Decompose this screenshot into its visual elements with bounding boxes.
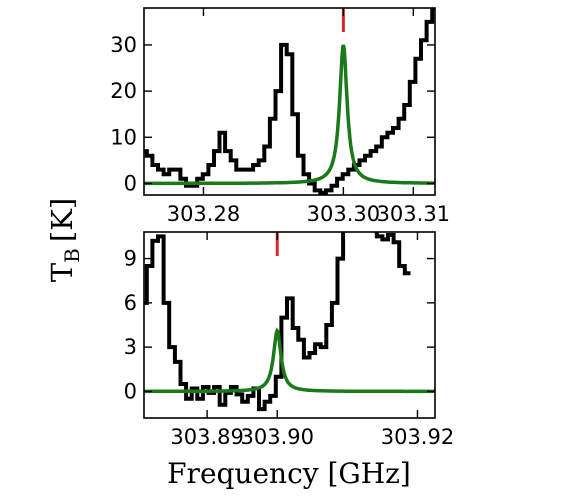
bottom-ytick-label: 9 — [124, 247, 137, 271]
top-ytick-label: 0 — [124, 171, 137, 195]
bottom-xtick-label: 303.89 — [170, 425, 243, 449]
top-xtick-label: 303.30 — [307, 202, 380, 226]
bottom-frame — [143, 231, 436, 419]
bottom-observed-spectrum — [144, 232, 411, 412]
top-plot-area — [144, 8, 435, 195]
bottom-model-fit — [144, 327, 435, 394]
top-observed-spectrum — [144, 8, 435, 195]
bottom-xtick-label: 303.90 — [240, 425, 313, 449]
top-ytick-label: 10 — [110, 125, 137, 149]
top-ytick-label: 30 — [110, 33, 137, 57]
top-frame — [143, 7, 436, 196]
shared-x-axis-label: Frequency [GHz] — [167, 457, 411, 490]
bottom-xtick-label: 303.92 — [381, 425, 454, 449]
bottom-ytick-label: 3 — [124, 335, 137, 359]
shared-y-axis-label: TB [K] — [45, 198, 84, 282]
bottom-ytick-label: 0 — [124, 379, 137, 403]
top-xtick-label: 303.28 — [167, 202, 240, 226]
top-model-fit — [144, 44, 435, 186]
y-label-unit: [K] — [45, 198, 79, 242]
y-label-symbol: T — [45, 262, 79, 282]
top-ytick-label: 20 — [110, 79, 137, 103]
bottom-ytick-label: 6 — [124, 291, 137, 315]
y-label-subscript: B — [60, 248, 84, 263]
top-xtick-label: 303.31 — [377, 202, 450, 226]
